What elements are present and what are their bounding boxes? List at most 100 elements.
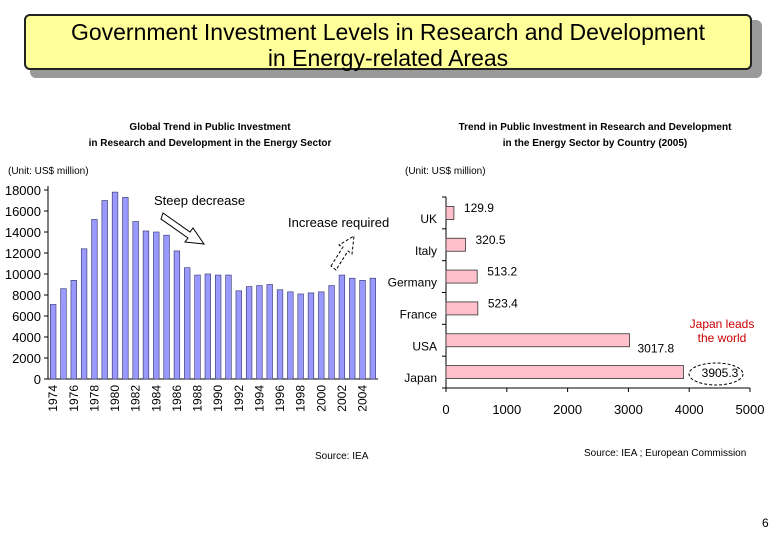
left-bar-1987 [184, 267, 191, 380]
left-source: Source: IEA [315, 451, 369, 462]
left-y-tick-label: 0 [34, 372, 41, 387]
right-subtitle-line-1: Trend in Public Investment in Research a… [458, 122, 732, 133]
left-bar-1975 [60, 288, 67, 380]
japan-annotation-line-1: Japan leads [689, 317, 755, 331]
left-x-tick-label: 1994 [252, 385, 266, 412]
left-x-tick-label: 2002 [335, 385, 349, 412]
right-category-label: France [400, 307, 438, 321]
left-x-tick-label: 1986 [170, 385, 184, 412]
right-bar-italy [445, 237, 466, 252]
left-x-tick-label: 1992 [232, 385, 246, 412]
title-line-1: Government Investment Levels in Research… [70, 19, 706, 45]
right-x-tick-label: 5000 [736, 402, 765, 417]
left-bar-2000 [318, 291, 325, 380]
left-y-tick-label: 16000 [5, 204, 41, 219]
left-x-tick-label: 1984 [149, 385, 163, 412]
left-y-tick-label: 10000 [5, 267, 41, 282]
japan-annotation: Japan leads the world [678, 317, 766, 345]
right-x-tick-label: 2000 [553, 402, 582, 417]
left-bar-1996 [276, 289, 284, 380]
left-bar-1999 [307, 292, 315, 380]
left-bar-1988 [194, 274, 201, 380]
right-bar-uk [445, 206, 455, 220]
left-bar-1995 [266, 284, 273, 380]
left-x-tick-label: 1990 [211, 385, 225, 412]
left-bar-2001 [328, 285, 335, 380]
left-bar-1997 [287, 291, 294, 380]
left-x-tick-label: 1980 [108, 385, 122, 412]
left-subtitle-line-2: in Research and Development in the Energ… [88, 138, 332, 149]
left-bar-1980 [111, 191, 119, 380]
left-bar-1985 [163, 234, 170, 380]
note-steep-decrease: Steep decrease [154, 193, 246, 208]
left-bar-2005 [369, 277, 376, 380]
right-value-label: 513.2 [487, 265, 517, 279]
right-x-tick-label: 1000 [492, 402, 521, 417]
right-unit-label: (Unit: US$ million) [405, 166, 486, 177]
right-value-label: 3905.3 [702, 366, 739, 380]
japan-highlight-ellipse [688, 362, 744, 386]
right-value-label: 129.9 [464, 201, 494, 215]
right-bar-france [445, 301, 479, 316]
right-x-tick-label: 4000 [675, 402, 704, 417]
right-source: Source: IEA ; European Commission [584, 448, 747, 459]
left-bar-1978 [91, 219, 98, 380]
left-chart-subtitle: Global Trend in Public Investment in Res… [70, 120, 350, 152]
left-bar-1979 [101, 200, 108, 380]
left-subtitle-line-1: Global Trend in Public Investment [129, 122, 291, 133]
left-y-tick-label: 6000 [12, 309, 41, 324]
left-bar-1998 [297, 293, 304, 380]
left-x-tick-label: 2000 [314, 385, 328, 412]
left-y-tick-label: 2000 [12, 351, 41, 366]
right-x-tick-label: 0 [442, 402, 449, 417]
left-y-tick-label: 8000 [12, 288, 41, 303]
note-increase-required: Increase required [288, 215, 390, 230]
left-y-tick-label: 4000 [12, 330, 41, 345]
left-x-tick-label: 1976 [67, 385, 81, 412]
left-bar-1976 [70, 279, 77, 380]
right-category-label: UK [420, 212, 437, 226]
right-subtitle-line-2: in the Energy Sector by Country (2005) [502, 138, 688, 149]
left-y-tick-label: 18000 [5, 183, 41, 198]
left-bar-1989 [204, 273, 211, 380]
left-bar-1977 [80, 248, 88, 380]
right-bar-chart: 0 1000 2000 3000 4000 5000 UK 129.9 Italy 320.5 Ge… [388, 196, 765, 417]
right-bar-usa [445, 333, 630, 348]
left-x-tick-label: 1996 [273, 385, 287, 412]
left-bar-1981 [122, 197, 129, 380]
left-bar-1983 [142, 230, 150, 380]
right-value-label: 523.4 [488, 296, 518, 310]
right-bar-germany [445, 269, 478, 284]
left-bar-1986 [173, 250, 181, 380]
left-x-tick-label: 1978 [87, 385, 101, 412]
title-line-2: in Energy-related Areas [267, 45, 509, 71]
left-bar-1993 [245, 286, 253, 380]
left-x-tick-label: 1988 [191, 385, 205, 412]
right-category-label: Japan [404, 371, 437, 385]
left-bar-1992 [235, 290, 242, 380]
left-y-tick-label: 12000 [5, 246, 41, 261]
right-value-label: 3017.8 [637, 341, 674, 355]
right-category-label: USA [412, 339, 437, 353]
left-y-tick-label: 14000 [5, 225, 41, 240]
left-bar-1974 [50, 304, 57, 380]
left-unit-label: (Unit: US$ million) [8, 166, 89, 177]
left-bar-2003 [349, 277, 356, 380]
left-bar-chart: 0 2000 4000 6000 8000 10000 12000 14000 16000 180… [5, 183, 378, 412]
right-category-label: Italy [415, 244, 437, 258]
left-bar-2004 [359, 279, 366, 380]
increase-required-arrow [330, 235, 355, 271]
left-bar-1984 [153, 231, 160, 380]
annotations-layer [160, 212, 744, 386]
right-x-tick-label: 3000 [614, 402, 643, 417]
title-box: Government Investment Levels in Research… [24, 14, 752, 71]
left-x-tick-label: 1974 [46, 385, 60, 412]
right-value-label: 320.5 [475, 233, 505, 247]
left-bar-1994 [256, 285, 263, 380]
japan-annotation-line-2: the world [697, 331, 747, 345]
page-number: 6 [762, 516, 769, 530]
left-x-tick-label: 1998 [294, 385, 308, 412]
left-x-tick-label: 1982 [129, 385, 143, 412]
left-x-tick-label: 2004 [356, 385, 370, 412]
